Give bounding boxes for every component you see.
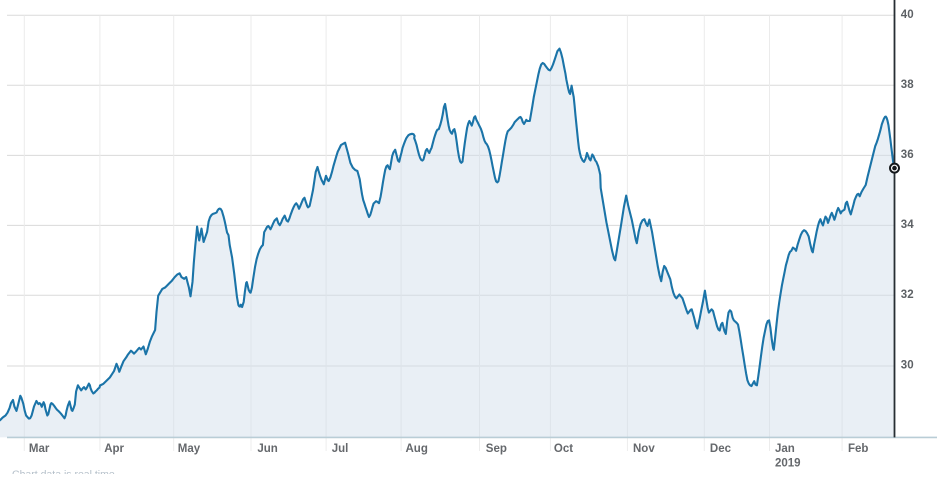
svg-text:32: 32 — [901, 289, 914, 301]
svg-text:Nov: Nov — [633, 443, 655, 455]
svg-text:Aug: Aug — [406, 443, 428, 455]
svg-text:Oct: Oct — [554, 443, 573, 455]
svg-text:38: 38 — [901, 79, 914, 91]
svg-text:40: 40 — [901, 9, 914, 21]
svg-text:Jan: Jan — [775, 443, 795, 455]
svg-text:36: 36 — [901, 149, 914, 161]
svg-text:Chart data is real time.: Chart data is real time. — [12, 469, 118, 475]
svg-text:Apr: Apr — [104, 443, 124, 455]
svg-text:Jun: Jun — [257, 443, 277, 455]
svg-text:Dec: Dec — [710, 443, 732, 455]
svg-text:Feb: Feb — [848, 443, 868, 455]
svg-text:34: 34 — [901, 219, 914, 231]
svg-text:Jul: Jul — [332, 443, 349, 455]
svg-text:May: May — [178, 443, 201, 455]
svg-text:Mar: Mar — [29, 443, 50, 455]
svg-text:Sep: Sep — [486, 443, 507, 455]
svg-text:30: 30 — [901, 360, 914, 372]
svg-text:2019: 2019 — [775, 458, 801, 470]
